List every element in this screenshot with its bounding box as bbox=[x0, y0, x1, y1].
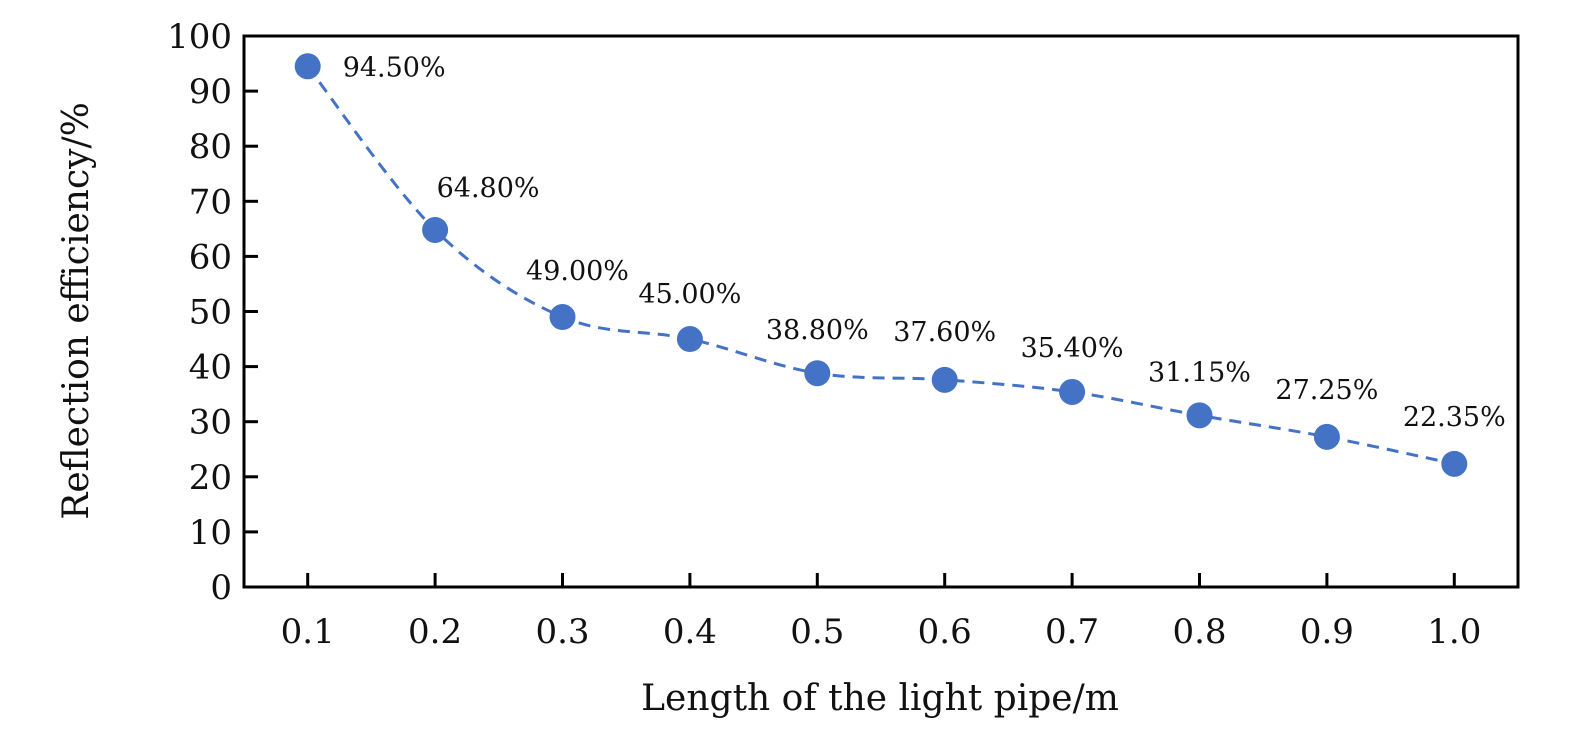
y-tick-label: 50 bbox=[189, 293, 232, 333]
trendline-group bbox=[306, 65, 1455, 466]
x-tick-label: 0.5 bbox=[790, 612, 844, 652]
y-tick-label: 100 bbox=[167, 17, 232, 57]
x-tick-label: 1.0 bbox=[1427, 612, 1481, 652]
x-tick-label: 0.3 bbox=[535, 612, 589, 652]
y-tick-label: 70 bbox=[189, 182, 232, 222]
data-label: 37.60% bbox=[893, 317, 996, 348]
x-axis-label: Length of the light pipe/m bbox=[641, 678, 1119, 719]
data-label: 45.00% bbox=[638, 279, 741, 310]
data-point bbox=[1059, 378, 1086, 405]
data-label: 94.50% bbox=[343, 52, 446, 83]
y-tick-label: 10 bbox=[189, 513, 232, 553]
x-tick-label: 0.8 bbox=[1172, 612, 1226, 652]
data-point bbox=[1441, 450, 1468, 477]
y-axis-label: Reflection efficiency/% bbox=[56, 102, 97, 520]
points-group bbox=[294, 53, 1468, 477]
x-tick-label: 0.1 bbox=[281, 612, 335, 652]
data-point bbox=[931, 366, 958, 393]
y-tick-label: 0 bbox=[210, 568, 232, 608]
data-label: 35.40% bbox=[1021, 333, 1124, 364]
y-tick-label: 90 bbox=[189, 72, 232, 112]
y-tick-label: 40 bbox=[189, 348, 232, 388]
data-point bbox=[1313, 423, 1340, 450]
x-tick-label: 0.6 bbox=[918, 612, 972, 652]
data-label: 27.25% bbox=[1275, 375, 1378, 406]
data-labels-group: 94.50% 64.80% 49.00% 45.00% 38.80% 37.60% 35.4… bbox=[343, 52, 1506, 433]
data-label: 22.35% bbox=[1403, 402, 1506, 433]
data-point bbox=[1186, 402, 1213, 429]
data-point bbox=[549, 304, 576, 331]
data-label: 64.80% bbox=[437, 173, 540, 204]
x-tick-label: 0.7 bbox=[1045, 612, 1099, 652]
data-point bbox=[804, 360, 831, 387]
data-point bbox=[422, 216, 449, 243]
y-tick-label: 80 bbox=[189, 127, 232, 167]
x-tick-label: 0.4 bbox=[663, 612, 717, 652]
data-point bbox=[676, 326, 703, 353]
y-tick-label: 20 bbox=[189, 458, 232, 498]
trendline bbox=[306, 65, 1455, 466]
data-label: 49.00% bbox=[526, 256, 629, 287]
axes: 0 10 20 30 40 50 60 70 80 90 100 0.1 0.2 0.3 0.4 0.5 0.6… bbox=[167, 17, 1520, 652]
data-label: 38.80% bbox=[766, 315, 869, 346]
data-point bbox=[294, 53, 321, 80]
x-tick-label: 0.2 bbox=[408, 612, 462, 652]
x-tick-label: 0.9 bbox=[1300, 612, 1354, 652]
y-tick-label: 60 bbox=[189, 237, 232, 277]
data-label: 31.15% bbox=[1148, 357, 1251, 388]
y-tick-label: 30 bbox=[189, 403, 232, 443]
plot-frame bbox=[242, 34, 1520, 589]
